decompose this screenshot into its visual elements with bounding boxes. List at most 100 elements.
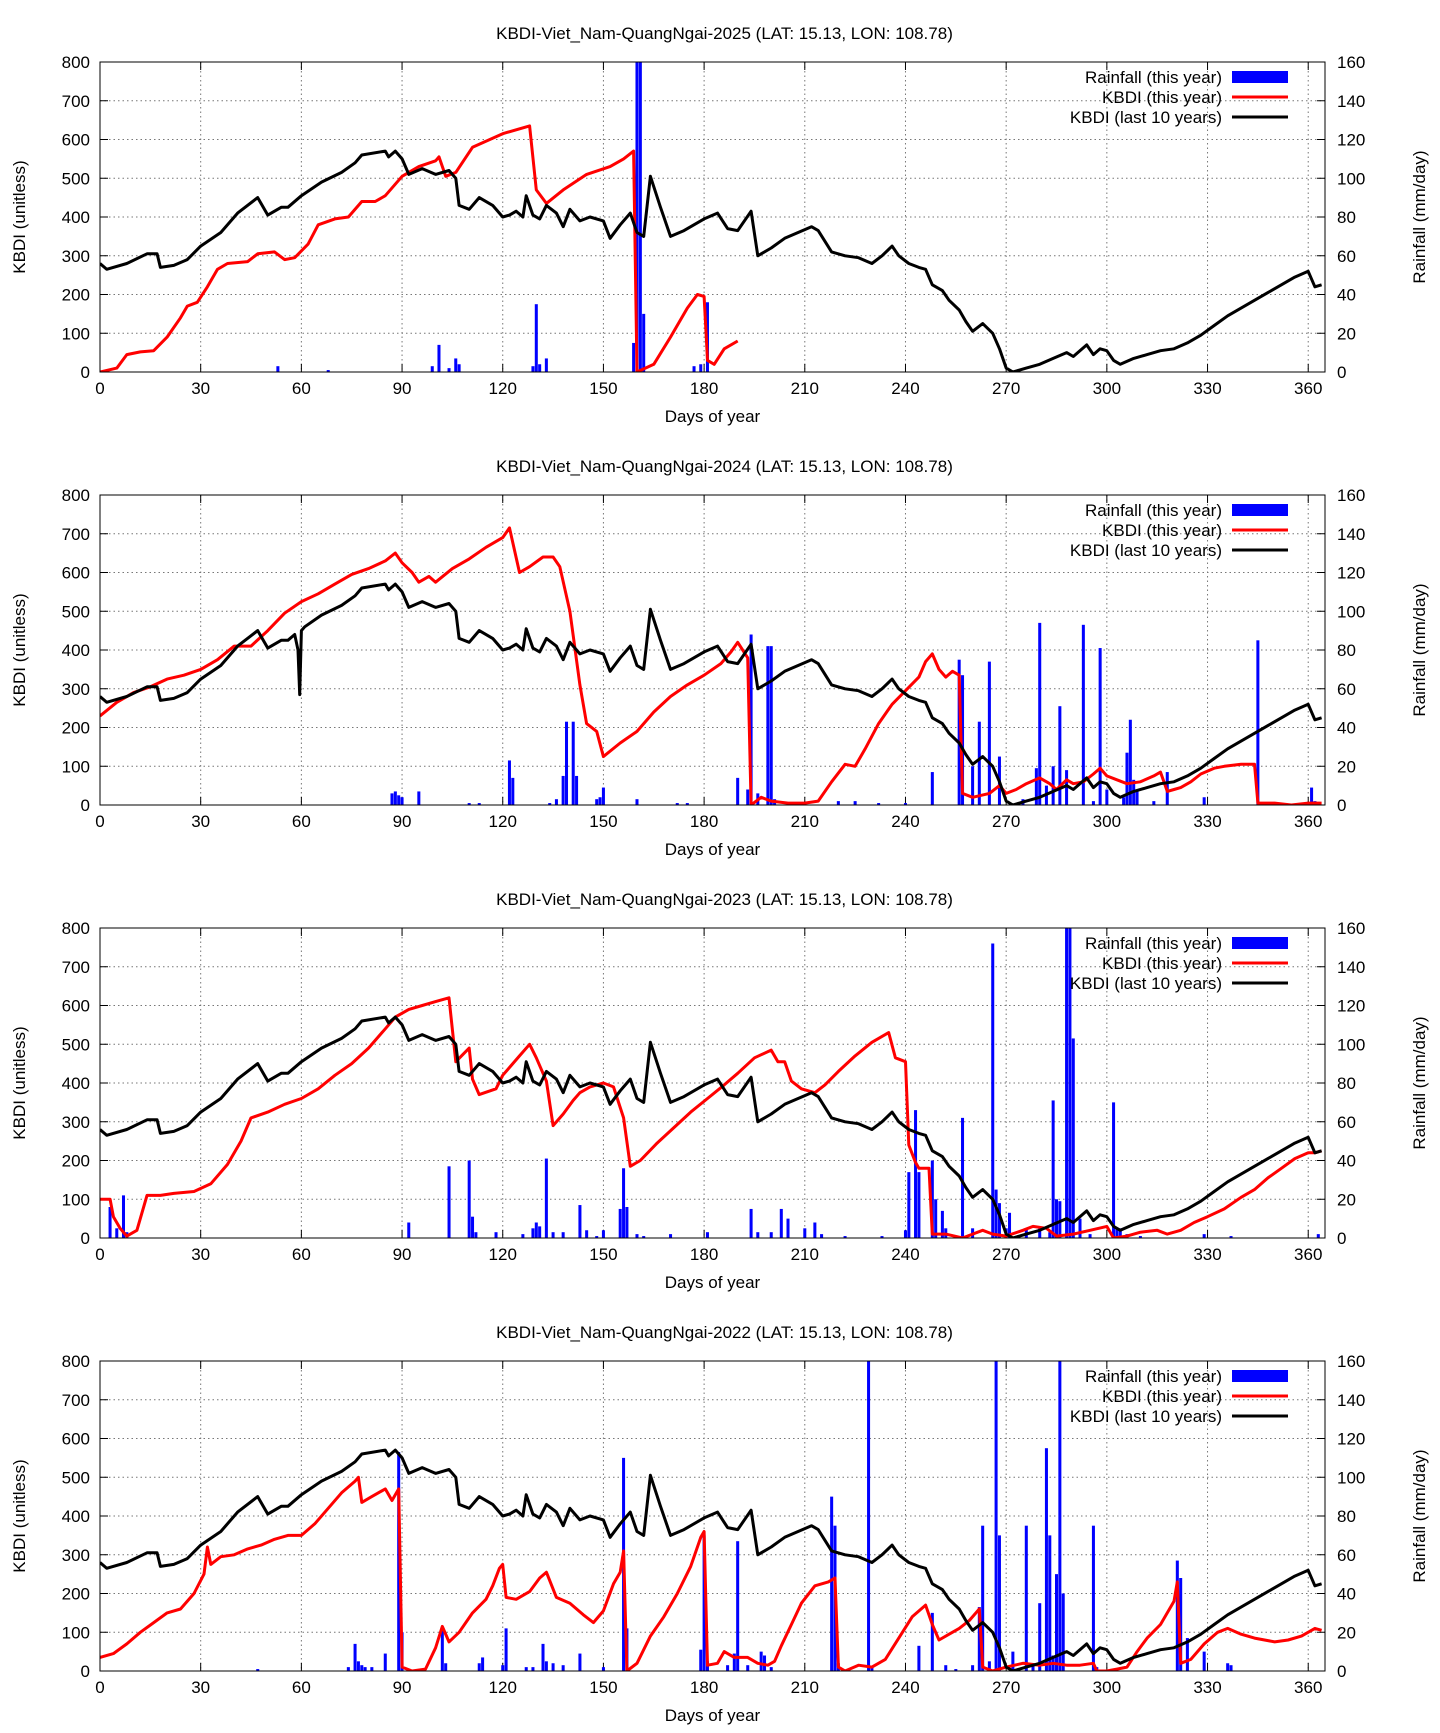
x-tick-label: 90 [393, 812, 412, 831]
y2-tick-label: 0 [1337, 363, 1346, 382]
rainfall-bar [692, 366, 696, 372]
x-tick-label: 0 [95, 1678, 104, 1697]
x-tick-label: 90 [393, 379, 412, 398]
y-tick-label: 800 [62, 53, 90, 72]
rainfall-bar [705, 1232, 709, 1238]
rainfall-bar [1048, 1232, 1052, 1238]
kbdi-this-year-line [100, 526, 1322, 805]
rainfall-bar [940, 1210, 944, 1238]
y2-tick-label: 140 [1337, 92, 1365, 111]
rainfall-bar [642, 1236, 646, 1238]
rainfall-bar [699, 364, 703, 372]
rainfall-bar [1105, 789, 1109, 805]
x-tick-label: 30 [191, 1245, 210, 1264]
rainfall-bar [447, 1166, 451, 1238]
y2-axis-label: Rainfall (mm/day) [1410, 583, 1429, 716]
rainfall-bar [108, 1207, 112, 1238]
rainfall-bar [1065, 770, 1069, 805]
rainfall-bar [444, 1663, 448, 1671]
y2-tick-label: 40 [1337, 1152, 1356, 1171]
x-tick-label: 90 [393, 1245, 412, 1264]
legend: Rainfall (this year)KBDI (this year)KBDI… [1070, 501, 1288, 560]
y-tick-label: 300 [62, 1113, 90, 1132]
y-tick-label: 400 [62, 1074, 90, 1093]
rainfall-bar [524, 1667, 528, 1671]
x-tick-label: 360 [1294, 812, 1322, 831]
rainfall-bar [917, 1172, 921, 1238]
rainfall-bar [618, 1208, 622, 1238]
legend-label: KBDI (last 10 years) [1070, 974, 1222, 993]
y2-tick-label: 40 [1337, 719, 1356, 738]
y-axis-label: KBDI (unitless) [10, 1459, 29, 1572]
plot-frame [99, 927, 1326, 1239]
x-tick-label: 210 [791, 379, 819, 398]
y2-tick-label: 120 [1337, 1430, 1365, 1449]
x-tick-label: 30 [191, 379, 210, 398]
kbdi-last10-line [100, 149, 1323, 372]
rainfall-bar [930, 1612, 934, 1671]
x-tick-label: 300 [1093, 1678, 1121, 1697]
y-tick-label: 300 [62, 1546, 90, 1565]
rainfall-bar [736, 777, 740, 805]
rainfall-bar [1071, 1038, 1075, 1238]
y2-tick-label: 20 [1337, 757, 1356, 776]
rainfall-bar [880, 1236, 884, 1238]
x-tick-label: 240 [891, 1245, 919, 1264]
rainfall-bar [474, 1232, 478, 1238]
rainfall-bar [561, 1232, 565, 1238]
y2-tick-label: 100 [1337, 1468, 1365, 1487]
y-tick-label: 500 [62, 1035, 90, 1054]
rainfall-bar [903, 803, 907, 805]
chart-panel-3: KBDI-Viet_Nam-QuangNgai-2022 (LAT: 15.13… [10, 1323, 1429, 1725]
y-tick-label: 600 [62, 997, 90, 1016]
rainfall-bar [544, 358, 548, 372]
rainfall-bar [934, 1199, 938, 1238]
y-axis-label: KBDI (unitless) [10, 593, 29, 706]
rainfall-bar [803, 1228, 807, 1238]
chart-panel-2: KBDI-Viet_Nam-QuangNgai-2023 (LAT: 15.13… [10, 890, 1429, 1292]
rainfall-bar [477, 1663, 481, 1671]
legend-rainfall-swatch [1232, 504, 1288, 516]
x-tick-label: 180 [690, 1678, 718, 1697]
plot-area [100, 1361, 1323, 1671]
y-tick-label: 500 [62, 169, 90, 188]
rainfall-bar [121, 1195, 126, 1238]
x-tick-label: 150 [589, 1678, 617, 1697]
y2-tick-label: 40 [1337, 1585, 1356, 1604]
y-tick-label: 400 [62, 1507, 90, 1526]
rainfall-bar [554, 799, 558, 805]
rainfall-bar [622, 1168, 626, 1238]
rainfall-bar [1088, 1234, 1092, 1238]
rainfall-bar [726, 1665, 730, 1671]
rainfall-bar [1048, 1535, 1052, 1671]
rainfall-bar [521, 1234, 525, 1238]
x-tick-label: 30 [191, 1678, 210, 1697]
rainfall-bar [1058, 1201, 1062, 1238]
y2-tick-label: 160 [1337, 486, 1365, 505]
rainfall-bar [370, 1667, 374, 1671]
rainfall-bar [561, 1665, 565, 1671]
x-tick-label: 60 [292, 1678, 311, 1697]
rainfall-bar [494, 1232, 498, 1238]
kbdi-last10-line [100, 1448, 1323, 1671]
rainfall-bar [507, 760, 511, 805]
x-tick-label: 270 [992, 1245, 1020, 1264]
rainfall-bar [1058, 1361, 1062, 1671]
rainfall-bar [1179, 1578, 1183, 1671]
rainfall-bar [830, 1496, 834, 1671]
y-tick-label: 700 [62, 1391, 90, 1410]
x-tick-label: 60 [292, 1245, 311, 1264]
rainfall-bar [326, 370, 330, 372]
rainfall-bar [991, 943, 995, 1238]
legend-label: Rainfall (this year) [1085, 1367, 1222, 1386]
y2-tick-label: 80 [1337, 641, 1356, 660]
x-tick-label: 150 [589, 812, 617, 831]
x-tick-label: 270 [992, 379, 1020, 398]
rainfall-bar [1256, 640, 1260, 805]
rainfall-bar [407, 1222, 411, 1238]
chart-panel-0: KBDI-Viet_Nam-QuangNgai-2025 (LAT: 15.13… [10, 24, 1429, 426]
rainfall-bar [595, 799, 599, 805]
rainfall-bar [843, 1236, 847, 1238]
